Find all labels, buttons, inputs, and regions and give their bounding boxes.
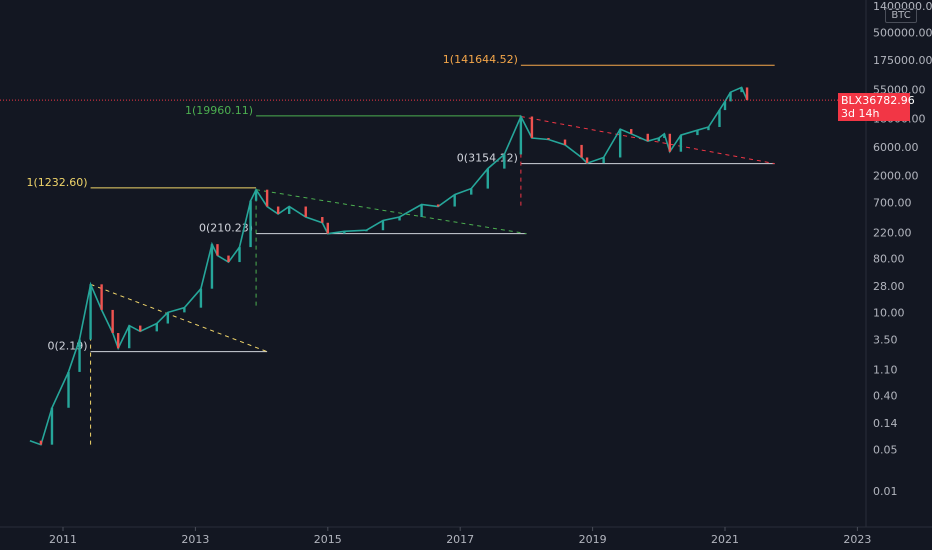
price-candle-35 (486, 168, 489, 189)
y-tick-label-8: 220.00 (873, 226, 912, 239)
price-candle-25 (321, 217, 324, 223)
y-tick-label-11: 10.00 (873, 306, 905, 319)
price-candle-9 (128, 325, 131, 349)
y-tick-label-2: 175000.00 (873, 54, 932, 67)
price-candle-56 (740, 87, 743, 93)
fib-level-label-2: 1(19960.11) (185, 104, 253, 117)
bar-countdown: 3d 14h (841, 107, 880, 121)
price-candle-40 (563, 139, 567, 145)
price-candle-19 (249, 200, 252, 248)
price-candle-26 (326, 222, 329, 234)
trend-line-1[interactable] (256, 189, 527, 235)
price-candle-39 (547, 137, 550, 140)
price-candle-41 (580, 144, 583, 158)
price-candle-38 (530, 116, 534, 138)
price-candle-29 (381, 220, 385, 231)
price-candle-42 (585, 157, 589, 164)
price-candle-14 (199, 288, 203, 308)
price-candle-11 (155, 323, 158, 332)
price-candle-32 (436, 204, 440, 207)
price-candle-15 (210, 244, 214, 289)
price-candle-43 (602, 157, 605, 164)
price-candle-7 (111, 309, 114, 334)
y-tick-label-14: 0.40 (873, 390, 898, 403)
fib-level-label-1: 0(2.19) (48, 340, 88, 353)
price-candle-21 (265, 189, 269, 207)
y-tick-label-13: 1.10 (873, 363, 898, 376)
price-candle-20 (254, 189, 258, 201)
price-candle-4 (78, 339, 81, 372)
price-candle-53 (718, 110, 721, 127)
price-candle-3 (67, 371, 70, 408)
price-candle-8 (116, 333, 120, 349)
last-price-tag: BLX 36782.96 3d 14h (838, 93, 915, 122)
price-candle-12 (166, 312, 170, 324)
x-tick-label-2: 2015 (314, 533, 342, 546)
y-tick-label-6: 2000.00 (873, 169, 919, 182)
price-candle-27 (343, 231, 346, 234)
symbol-label: BLX (841, 94, 863, 108)
price-candle-57 (745, 87, 749, 101)
y-tick-label-17: 0.01 (873, 485, 898, 498)
time-axis[interactable]: 2011 2013 2015 2017 2019 2021 2023 (49, 527, 871, 546)
price-candle-23 (287, 206, 291, 214)
currency-label: BTC (885, 8, 917, 23)
price-candle-5 (89, 284, 92, 340)
price-candle-49 (668, 133, 672, 152)
price-candle-44 (618, 129, 622, 158)
x-tick-label-6: 2023 (843, 533, 871, 546)
y-tick-label-5: 6000.00 (873, 141, 919, 154)
y-tick-label-12: 3.50 (873, 334, 898, 347)
price-candle-17 (227, 255, 230, 263)
price-candle-48 (663, 133, 666, 138)
price-candle-46 (646, 133, 649, 142)
price-candle-47 (657, 137, 660, 142)
x-tick-label-5: 2021 (711, 533, 739, 546)
price-series-layer (29, 86, 749, 446)
price-candle-30 (398, 217, 401, 221)
price-candle-50 (679, 135, 683, 152)
last-price-value: 36782.96 (862, 94, 915, 108)
fib-levels-layer: 1(1232.60) 0(2.19) 1(19960.11) 0(210.23) 1(1… (27, 53, 775, 353)
price-candle-45 (630, 129, 633, 134)
y-tick-label-7: 700.00 (873, 197, 912, 210)
y-tick-label-9: 80.00 (873, 253, 905, 266)
price-candle-36 (503, 154, 506, 169)
price-candle-6 (100, 284, 103, 310)
price-axis[interactable]: 1400000.00500000.00175000.0055000.001800… (873, 0, 932, 498)
price-candle-13 (183, 307, 186, 313)
x-tick-label-4: 2019 (579, 533, 607, 546)
x-tick-label-0: 2011 (49, 533, 77, 546)
fib-level-label-0: 1(1232.60) (27, 176, 88, 189)
price-candle-52 (707, 126, 710, 131)
price-candle-54 (723, 101, 727, 111)
y-tick-label-0: 1400000.00 (873, 0, 932, 13)
price-candle-16 (216, 244, 219, 256)
trend-lines-layer (90, 116, 775, 445)
price-candle-55 (729, 92, 732, 102)
price-candle-37 (519, 116, 523, 155)
price-series-line (29, 86, 748, 446)
price-candle-51 (696, 130, 699, 136)
price-candle-33 (453, 194, 456, 207)
y-tick-label-15: 0.14 (873, 417, 898, 430)
y-tick-label-1: 500000.00 (873, 27, 932, 40)
fib-level-label-4: 1(141644.52) (443, 53, 518, 66)
price-candle-34 (470, 188, 473, 195)
price-candle-1 (39, 440, 43, 445)
price-candle-22 (276, 206, 280, 214)
price-candle-10 (139, 325, 142, 332)
x-tick-label-3: 2017 (446, 533, 474, 546)
fib-level-label-3: 0(210.23) (199, 222, 253, 235)
fib-level-label-5: 0(3154.12) (457, 152, 518, 165)
price-candle-2 (50, 407, 54, 445)
price-candle-24 (304, 206, 307, 218)
y-tick-label-10: 28.00 (873, 280, 905, 293)
price-candle-18 (238, 247, 241, 263)
price-candle-28 (365, 230, 368, 232)
price-candle-31 (420, 204, 423, 218)
y-tick-label-16: 0.05 (873, 443, 898, 456)
x-tick-label-1: 2013 (181, 533, 209, 546)
